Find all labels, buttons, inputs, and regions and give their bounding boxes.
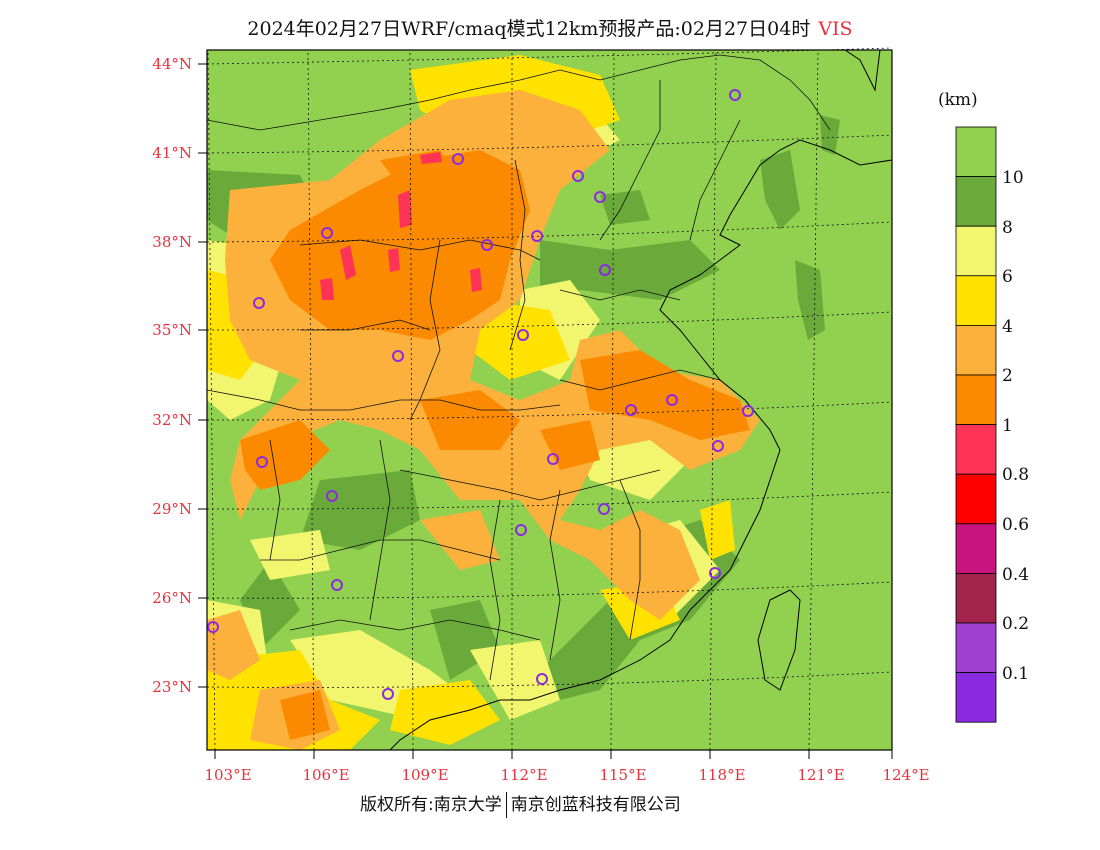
station-marker bbox=[572, 170, 584, 182]
station-marker bbox=[481, 239, 493, 251]
map-title: 2024年02月27日WRF/cmaq模式12km预报产品:02月27日04时 V… bbox=[0, 14, 1100, 41]
colorbar-swatch bbox=[955, 672, 997, 723]
lat-label-29N: 29°N bbox=[152, 500, 192, 518]
station-marker bbox=[207, 621, 219, 633]
station-marker bbox=[321, 227, 333, 239]
colorbar-label: 2 bbox=[1002, 366, 1013, 386]
station-marker bbox=[709, 567, 721, 579]
graticule bbox=[206, 47, 893, 751]
station-marker bbox=[625, 404, 637, 416]
station-marker bbox=[382, 688, 394, 700]
title-text: 2024年02月27日WRF/cmaq模式12km预报产品:02月27日04时 bbox=[247, 18, 811, 40]
colorbar-label: 1 bbox=[1002, 416, 1013, 436]
footer-separator bbox=[505, 792, 507, 818]
lat-label-38N: 38°N bbox=[152, 233, 192, 251]
colorbar-unit: (km) bbox=[938, 90, 978, 110]
colorbar-label: 6 bbox=[1002, 267, 1013, 287]
station-marker bbox=[666, 394, 678, 406]
lon-label-121E: 121°E bbox=[797, 766, 845, 784]
station-marker bbox=[594, 191, 606, 203]
lat-label-41N: 41°N bbox=[152, 144, 192, 162]
station-marker bbox=[517, 329, 529, 341]
colorbar-label: 4 bbox=[1002, 317, 1013, 337]
colorbar-swatch bbox=[955, 126, 997, 177]
station-marker bbox=[253, 297, 265, 309]
colorbar-swatch bbox=[955, 275, 997, 326]
colorbar-label: 8 bbox=[1002, 218, 1013, 238]
map-frame bbox=[206, 49, 893, 751]
station-marker bbox=[712, 440, 724, 452]
station-marker bbox=[742, 405, 754, 417]
lon-label-103E: 103°E bbox=[204, 766, 252, 784]
colorbar-label: 0.8 bbox=[1002, 465, 1030, 485]
station-marker bbox=[531, 230, 543, 242]
station-marker bbox=[256, 456, 268, 468]
lat-label-26N: 26°N bbox=[152, 589, 192, 607]
station-marker bbox=[598, 503, 610, 515]
station-marker bbox=[326, 490, 338, 502]
station-marker bbox=[515, 524, 527, 536]
lat-label-23N: 23°N bbox=[152, 678, 192, 696]
station-marker bbox=[392, 350, 404, 362]
colorbar-label: 0.1 bbox=[1002, 664, 1030, 684]
lon-label-124E: 124°E bbox=[882, 766, 930, 784]
colorbar-label: 0.2 bbox=[1002, 614, 1030, 634]
copyright-right: 南京创蓝科技有限公司 bbox=[510, 795, 681, 815]
colorbar-label: 0.4 bbox=[1002, 565, 1030, 585]
lat-label-32N: 32°N bbox=[152, 411, 192, 429]
vis-1-2-areas bbox=[240, 150, 750, 740]
colorbar-swatch bbox=[955, 424, 997, 475]
station-marker bbox=[599, 264, 611, 276]
colorbar-swatch bbox=[955, 374, 997, 425]
colorbar bbox=[955, 126, 997, 723]
station-marker bbox=[729, 89, 741, 101]
colorbar-swatch bbox=[955, 473, 997, 525]
colorbar-swatch bbox=[955, 324, 997, 376]
lat-label-44N: 44°N bbox=[152, 55, 192, 73]
colorbar-swatch bbox=[955, 622, 997, 673]
station-marker bbox=[547, 453, 559, 465]
colorbar-swatch bbox=[955, 573, 997, 624]
title-variable: VIS bbox=[818, 18, 853, 40]
vis-0.8-1-areas bbox=[320, 152, 482, 300]
lat-label-35N: 35°N bbox=[152, 321, 192, 339]
lon-label-118E: 118°E bbox=[698, 766, 746, 784]
copyright-left: 版权所有:南京大学 bbox=[360, 795, 502, 815]
lon-label-106E: 106°E bbox=[302, 766, 350, 784]
colorbar-swatch bbox=[955, 225, 997, 277]
copyright-footer: 版权所有:南京大学 南京创蓝科技有限公司 bbox=[360, 790, 681, 818]
lon-label-115E: 115°E bbox=[599, 766, 647, 784]
station-markers bbox=[207, 89, 754, 700]
coastline bbox=[389, 49, 893, 751]
axis-ticks bbox=[198, 63, 893, 759]
lon-label-109E: 109°E bbox=[401, 766, 449, 784]
colorbar-label: 10 bbox=[1002, 168, 1024, 188]
colorbar-swatch bbox=[955, 176, 997, 227]
colorbar-swatch bbox=[955, 523, 997, 574]
station-marker bbox=[452, 153, 464, 165]
station-marker bbox=[536, 673, 548, 685]
station-marker bbox=[331, 579, 343, 591]
lon-label-112E: 112°E bbox=[500, 766, 548, 784]
colorbar-label: 0.6 bbox=[1002, 515, 1030, 535]
